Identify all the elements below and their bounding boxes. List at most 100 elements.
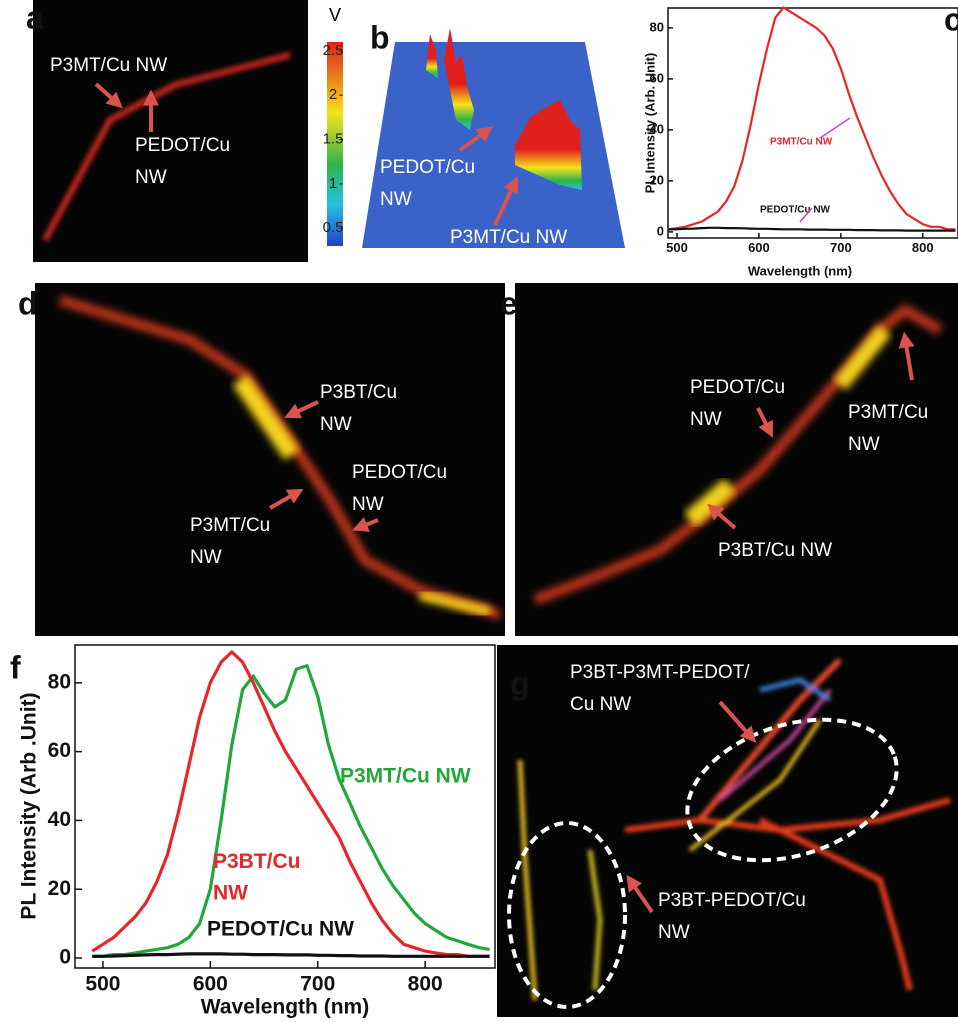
annotation: P3BT-PEDOT/Cu — [658, 890, 806, 911]
colorbar-tick-label: 2 — [329, 86, 337, 103]
annotation: P3BT/Cu NW — [718, 540, 832, 561]
highlight-ellipse — [507, 821, 627, 1009]
colorbar-label: V — [329, 5, 341, 25]
leader-line — [819, 117, 851, 139]
panel-e: e PEDOT/Cu NW P3MT/Cu NW P3BT/Cu NW — [500, 283, 958, 636]
surface-peak — [515, 100, 582, 190]
annotation: PEDOT/Cu — [135, 135, 230, 156]
annotation: Cu NW — [570, 694, 631, 715]
image — [497, 645, 958, 1017]
arrow — [707, 503, 737, 530]
image — [35, 283, 505, 636]
panel-d: d P3BT/Cu NW PEDOT/Cu NW P3MT/Cu NW — [18, 283, 505, 636]
x-tick-label: 500 — [666, 240, 688, 255]
annotation: NW — [658, 922, 690, 943]
annotation: NW — [190, 547, 222, 568]
series-label: P3MT/Cu NW — [340, 765, 471, 788]
x-tick-label: 600 — [748, 240, 770, 255]
panel-label: a — [26, 0, 44, 35]
y-tick-label: 20 — [48, 877, 71, 900]
x-axis-label: Wavelength (nm) — [201, 996, 369, 1019]
colorbar-tick-label: 2.5 — [323, 42, 344, 59]
nanowire — [41, 51, 291, 242]
y-tick-label: 80 — [650, 19, 664, 34]
arrow — [269, 488, 304, 510]
colorbar-bar — [327, 42, 343, 246]
plot-frame — [74, 644, 496, 969]
colorbar-tick-label: 1 — [329, 175, 337, 192]
panel-label: g — [510, 665, 530, 701]
arrow — [284, 400, 319, 419]
nanowires — [517, 657, 951, 1001]
series-line — [92, 664, 490, 958]
annotation: PEDOT/Cu — [690, 377, 785, 398]
panel-g: g P3BT-P3MT-PEDOT/ Cu NW P3BT-PEDOT/Cu N… — [497, 645, 958, 1017]
arrow — [493, 176, 519, 226]
y-tick-label: 0 — [59, 946, 71, 969]
arrow — [352, 517, 379, 532]
y-tick-label: 80 — [48, 670, 71, 693]
nanowire — [58, 295, 502, 620]
annotation: P3MT/Cu — [848, 402, 928, 423]
y-axis-label: PL Intensity (Arb .Unit) — [18, 692, 41, 919]
x-tick-label: 800 — [408, 972, 443, 995]
series-line — [91, 650, 490, 958]
panel-label: b — [370, 19, 390, 55]
y-tick-label: 20 — [650, 172, 664, 187]
y-axis-label: PL Intensity (Arb. Unit) — [642, 53, 657, 194]
plot-frame — [667, 7, 958, 239]
x-tick-label: 600 — [193, 972, 228, 995]
arrow — [94, 82, 123, 109]
x-tick-label: 500 — [85, 972, 120, 995]
annotation: P3BT-P3MT-PEDOT/ — [570, 662, 750, 683]
leader-line — [799, 207, 813, 223]
colorbar-tick-label: 1.5 — [323, 131, 344, 148]
annotation: NW — [352, 494, 384, 515]
panel-label: e — [500, 285, 518, 321]
annotation: PEDOT/Cu — [352, 462, 447, 483]
x-tick-label: 800 — [912, 240, 934, 255]
arrow — [458, 126, 494, 152]
series-line — [668, 226, 956, 232]
annotation: PEDOT/Cu — [380, 157, 475, 178]
arrow — [718, 700, 757, 743]
annotation: P3MT/Cu — [190, 515, 270, 536]
y-tick-label: 60 — [650, 70, 664, 85]
annotation: NW — [690, 409, 722, 430]
chart: 0 20 40 60 80 500 600 700 800 Wavelength (nm) PL I… — [642, 1, 958, 278]
annotation: NW — [135, 167, 167, 188]
panel-label: d — [18, 285, 38, 321]
series-label: PEDOT/Cu NW — [760, 205, 831, 216]
y-tick-label: 40 — [650, 121, 664, 136]
surface — [362, 42, 625, 248]
x-axis-label: Wavelength (nm) — [748, 263, 852, 278]
nanowire-bright — [833, 324, 892, 391]
panel-label: c — [944, 1, 958, 37]
y-tick-label: 40 — [48, 808, 71, 831]
nanowire — [533, 303, 943, 605]
x-tick-label: 700 — [830, 240, 852, 255]
y-tick-label: 60 — [48, 739, 71, 762]
surface-peak — [426, 34, 438, 78]
annotation: NW — [848, 434, 880, 455]
nanowire-bright — [232, 374, 300, 461]
y-tick-label: 0 — [657, 223, 664, 238]
colorbar: V — [327, 5, 343, 246]
panel-label: f — [10, 649, 21, 685]
surface-peak — [444, 28, 474, 130]
panel-a: a P3MT/Cu NW PEDOT/Cu NW — [26, 0, 308, 262]
annotation: P3MT/Cu NW — [450, 227, 567, 248]
highlight-ellipse — [685, 717, 899, 863]
annotation: P3MT/Cu NW — [50, 55, 167, 76]
series-line — [668, 6, 956, 231]
colorbar-tick-label: 0.5 — [323, 219, 344, 236]
series-line — [92, 952, 490, 958]
series-label: P3MT/Cu NW — [770, 137, 833, 148]
arrow — [898, 331, 915, 381]
annotation: NW — [320, 414, 352, 435]
chart: 0 20 40 60 80 500 600 700 800 Wavelength (nm) PL I… — [10, 644, 496, 1019]
nanowire-bright — [684, 478, 736, 527]
panel-b: b PEDOT/Cu NW P3MT/Cu NW — [362, 19, 625, 248]
arrow — [626, 874, 654, 914]
